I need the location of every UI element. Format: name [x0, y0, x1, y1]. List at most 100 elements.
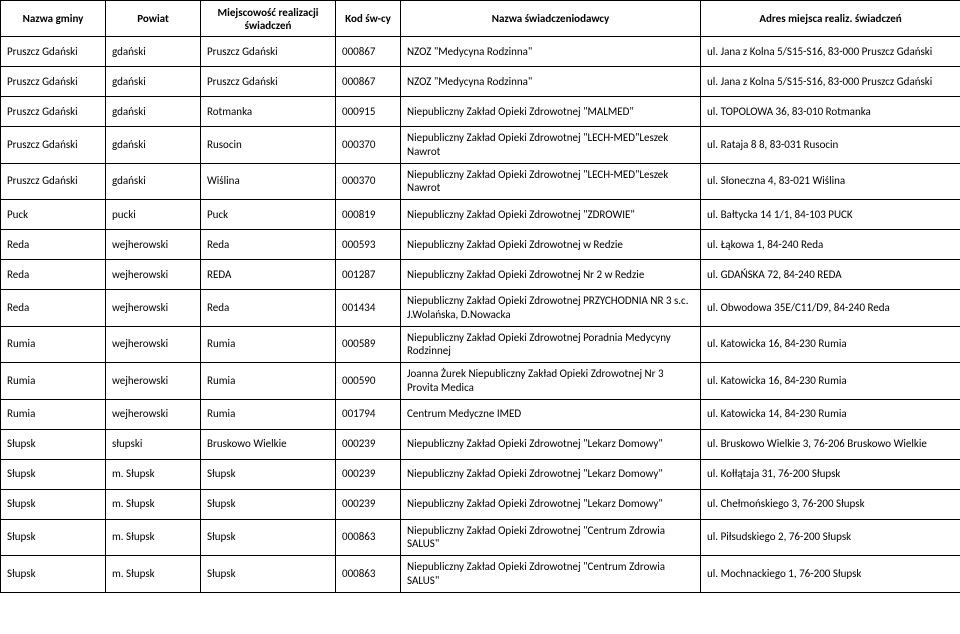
table-cell: Puck [201, 200, 336, 230]
col-kod: Kod św-cy [336, 1, 401, 37]
table-row: Słupskm. SłupskSłupsk000239Niepubliczny … [1, 459, 960, 489]
table-cell: m. Słupsk [106, 556, 201, 593]
table-cell: Niepubliczny Zakład Opieki Zdrowotnej "L… [401, 489, 701, 519]
table-row: RumiawejherowskiRumia000590Joanna Żurek … [1, 363, 960, 400]
table-cell: gdański [106, 127, 201, 164]
table-cell: Słupsk [1, 556, 106, 593]
table-cell: 000867 [336, 37, 401, 67]
table-cell: Niepubliczny Zakład Opieki Zdrowotnej "Z… [401, 200, 701, 230]
table-cell: Rusocin [201, 127, 336, 164]
table-cell: Wiślina [201, 163, 336, 200]
table-cell: Rumia [1, 326, 106, 363]
table-cell: Joanna Żurek Niepubliczny Zakład Opieki … [401, 363, 701, 400]
table-row: RedawejherowskiREDA001287Niepubliczny Za… [1, 260, 960, 290]
table-cell: 000239 [336, 489, 401, 519]
table-cell: ul. Katowicka 16, 84-230 Rumia [701, 363, 960, 400]
table-cell: m. Słupsk [106, 459, 201, 489]
table-cell: 000867 [336, 67, 401, 97]
table-cell: Pruszcz Gdański [1, 37, 106, 67]
table-cell: Puck [1, 200, 106, 230]
table-cell: ul. Katowicka 16, 84-230 Rumia [701, 326, 960, 363]
table-cell: Bruskowo Wielkie [201, 429, 336, 459]
table-cell: 000370 [336, 163, 401, 200]
table-cell: 000239 [336, 429, 401, 459]
table-cell: wejherowski [106, 290, 201, 327]
table-cell: Pruszcz Gdański [1, 127, 106, 164]
table-cell: wejherowski [106, 399, 201, 429]
table-cell: Reda [201, 230, 336, 260]
col-gmina: Nazwa gminy [1, 1, 106, 37]
table-cell: ul. Piłsudskiego 2, 76-200 Słupsk [701, 519, 960, 556]
table-cell: wejherowski [106, 363, 201, 400]
table-cell: Rotmanka [201, 97, 336, 127]
table-row: Słupskm. SłupskSłupsk000239Niepubliczny … [1, 489, 960, 519]
table-cell: Niepubliczny Zakład Opieki Zdrowotnej "C… [401, 519, 701, 556]
table-cell: gdański [106, 37, 201, 67]
table-cell: Reda [1, 230, 106, 260]
table-cell: 000863 [336, 519, 401, 556]
table-cell: Niepubliczny Zakład Opieki Zdrowotnej "L… [401, 459, 701, 489]
table-row: Pruszcz GdańskigdańskiPruszcz Gdański000… [1, 37, 960, 67]
table-cell: Niepubliczny Zakład Opieki Zdrowotnej "L… [401, 429, 701, 459]
table-cell: Niepubliczny Zakład Opieki Zdrowotnej w … [401, 230, 701, 260]
table-cell: gdański [106, 97, 201, 127]
table-cell: Pruszcz Gdański [1, 163, 106, 200]
table-row: Pruszcz GdańskigdańskiWiślina000370Niepu… [1, 163, 960, 200]
table-cell: ul. Jana z Kolna 5/S15-S16, 83-000 Prusz… [701, 67, 960, 97]
table-cell: Słupsk [1, 489, 106, 519]
col-adres: Adres miejsca realiz. świadczeń [701, 1, 960, 37]
providers-table: Nazwa gminy Powiat Miejscowość realizacj… [0, 0, 960, 593]
table-cell: wejherowski [106, 230, 201, 260]
table-cell: wejherowski [106, 260, 201, 290]
table-cell: Rumia [1, 363, 106, 400]
table-cell: Rumia [1, 399, 106, 429]
table-cell: Pruszcz Gdański [201, 37, 336, 67]
table-cell: ul. Kołłątaja 31, 76-200 Słupsk [701, 459, 960, 489]
table-cell: 000239 [336, 459, 401, 489]
table-cell: 000863 [336, 556, 401, 593]
table-cell: 000915 [336, 97, 401, 127]
table-cell: 000589 [336, 326, 401, 363]
table-cell: 000370 [336, 127, 401, 164]
table-cell: Niepubliczny Zakład Opieki Zdrowotnej "C… [401, 556, 701, 593]
table-cell: 001287 [336, 260, 401, 290]
table-cell: Słupsk [201, 489, 336, 519]
table-row: RumiawejherowskiRumia001794Centrum Medyc… [1, 399, 960, 429]
table-cell: NZOZ "Medycyna Rodzinna" [401, 67, 701, 97]
table-cell: Rumia [201, 399, 336, 429]
col-miejscowosc: Miejscowość realizacji świadczeń [201, 1, 336, 37]
table-cell: ul. Katowicka 14, 84-230 Rumia [701, 399, 960, 429]
table-cell: ul. Bałtycka 14 1/1, 84-103 PUCK [701, 200, 960, 230]
table-cell: Niepubliczny Zakład Opieki Zdrowotnej Po… [401, 326, 701, 363]
table-cell: pucki [106, 200, 201, 230]
table-cell: słupski [106, 429, 201, 459]
table-cell: gdański [106, 67, 201, 97]
table-cell: Rumia [201, 363, 336, 400]
table-cell: ul. Jana z Kolna 5/S15-S16, 83-000 Prusz… [701, 37, 960, 67]
table-cell: NZOZ "Medycyna Rodzinna" [401, 37, 701, 67]
table-cell: ul. GDAŃSKA 72, 84-240 REDA [701, 260, 960, 290]
table-row: Słupskm. SłupskSłupsk000863Niepubliczny … [1, 519, 960, 556]
table-cell: gdański [106, 163, 201, 200]
table-cell: 000819 [336, 200, 401, 230]
table-cell: REDA [201, 260, 336, 290]
table-cell: Reda [1, 260, 106, 290]
table-cell: Słupsk [1, 429, 106, 459]
table-cell: Niepubliczny Zakład Opieki Zdrowotnej PR… [401, 290, 701, 327]
table-cell: 000590 [336, 363, 401, 400]
table-cell: m. Słupsk [106, 519, 201, 556]
table-row: RedawejherowskiReda000593Niepubliczny Za… [1, 230, 960, 260]
table-cell: ul. Chełmońskiego 3, 76-200 Słupsk [701, 489, 960, 519]
col-nazwa: Nazwa świadczeniodawcy [401, 1, 701, 37]
table-cell: ul. TOPOLOWA 36, 83-010 Rotmanka [701, 97, 960, 127]
table-cell: Reda [201, 290, 336, 327]
table-cell: ul. Łąkowa 1, 84-240 Reda [701, 230, 960, 260]
table-row: RumiawejherowskiRumia000589Niepubliczny … [1, 326, 960, 363]
table-cell: 000593 [336, 230, 401, 260]
table-cell: Niepubliczny Zakład Opieki Zdrowotnej "L… [401, 127, 701, 164]
table-cell: wejherowski [106, 326, 201, 363]
table-row: Pruszcz GdańskigdańskiRotmanka000915Niep… [1, 97, 960, 127]
table-body: Pruszcz GdańskigdańskiPruszcz Gdański000… [1, 37, 960, 593]
table-row: Słupskm. SłupskSłupsk000863Niepubliczny … [1, 556, 960, 593]
table-cell: Słupsk [201, 556, 336, 593]
